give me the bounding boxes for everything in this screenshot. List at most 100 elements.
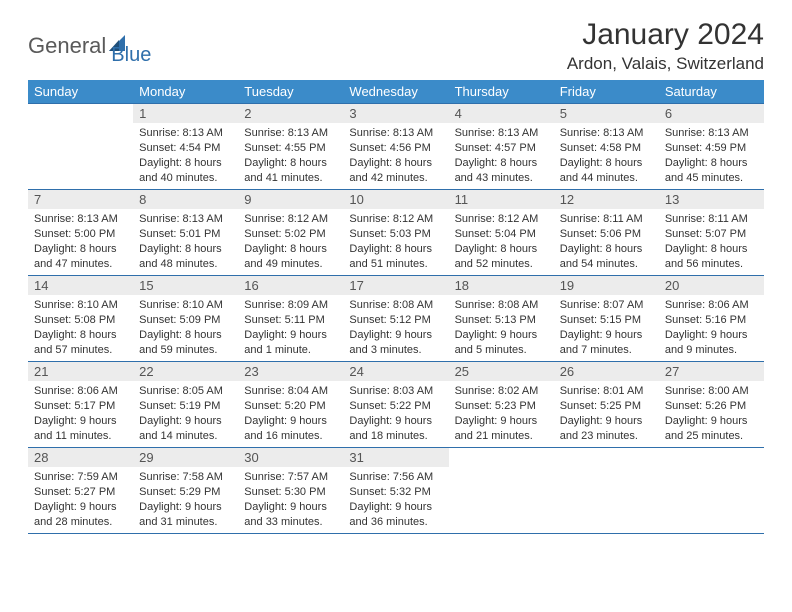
- calendar-cell: 16Sunrise: 8:09 AMSunset: 5:11 PMDayligh…: [238, 276, 343, 362]
- calendar-cell: 18Sunrise: 8:08 AMSunset: 5:13 PMDayligh…: [449, 276, 554, 362]
- day-number: 28: [28, 448, 133, 467]
- day-number: 15: [133, 276, 238, 295]
- day-number: 21: [28, 362, 133, 381]
- daylight-text: Daylight: 8 hours and 56 minutes.: [665, 242, 758, 272]
- sunrise-text: Sunrise: 8:03 AM: [349, 384, 442, 399]
- day-details: Sunrise: 8:10 AMSunset: 5:08 PMDaylight:…: [28, 295, 133, 359]
- calendar-row: 7Sunrise: 8:13 AMSunset: 5:00 PMDaylight…: [28, 190, 764, 276]
- day-details: Sunrise: 8:00 AMSunset: 5:26 PMDaylight:…: [659, 381, 764, 445]
- sunrise-text: Sunrise: 8:13 AM: [244, 126, 337, 141]
- daylight-text: Daylight: 9 hours and 14 minutes.: [139, 414, 232, 444]
- sunrise-text: Sunrise: 8:12 AM: [349, 212, 442, 227]
- day-number: 25: [449, 362, 554, 381]
- sunset-text: Sunset: 5:16 PM: [665, 313, 758, 328]
- calendar-cell: 25Sunrise: 8:02 AMSunset: 5:23 PMDayligh…: [449, 362, 554, 448]
- day-details: Sunrise: 8:07 AMSunset: 5:15 PMDaylight:…: [554, 295, 659, 359]
- calendar-cell: 24 Sunrise: 8:03 AMSunset: 5:22 PMDayligh…: [343, 362, 448, 448]
- day-details: Sunrise: 8:05 AMSunset: 5:19 PMDaylight:…: [133, 381, 238, 445]
- day-details: Sunrise: 8:13 AMSunset: 4:54 PMDaylight:…: [133, 123, 238, 187]
- daylight-text: Daylight: 8 hours and 47 minutes.: [34, 242, 127, 272]
- calendar-cell: 27Sunrise: 8:00 AMSunset: 5:26 PMDayligh…: [659, 362, 764, 448]
- sunset-text: Sunset: 5:13 PM: [455, 313, 548, 328]
- calendar-row: 14Sunrise: 8:10 AMSunset: 5:08 PMDayligh…: [28, 276, 764, 362]
- day-number: 9: [238, 190, 343, 209]
- calendar-cell: 15Sunrise: 8:10 AMSunset: 5:09 PMDayligh…: [133, 276, 238, 362]
- weekday-header: Tuesday: [238, 80, 343, 104]
- day-details: Sunrise: 8:12 AMSunset: 5:04 PMDaylight:…: [449, 209, 554, 273]
- weekday-header: Sunday: [28, 80, 133, 104]
- daylight-text: Daylight: 9 hours and 11 minutes.: [34, 414, 127, 444]
- sunset-text: Sunset: 5:01 PM: [139, 227, 232, 242]
- day-number: 22: [133, 362, 238, 381]
- day-number: 3: [343, 104, 448, 123]
- sunrise-text: Sunrise: 8:10 AM: [139, 298, 232, 313]
- sunset-text: Sunset: 5:22 PM: [349, 399, 442, 414]
- day-number: 27: [659, 362, 764, 381]
- day-details: Sunrise: 8:09 AMSunset: 5:11 PMDaylight:…: [238, 295, 343, 359]
- sunrise-text: Sunrise: 8:13 AM: [139, 126, 232, 141]
- sunset-text: Sunset: 5:29 PM: [139, 485, 232, 500]
- sunrise-text: Sunrise: 8:09 AM: [244, 298, 337, 313]
- day-details: Sunrise: 8:12 AMSunset: 5:02 PMDaylight:…: [238, 209, 343, 273]
- calendar-cell: 7Sunrise: 8:13 AMSunset: 5:00 PMDaylight…: [28, 190, 133, 276]
- daylight-text: Daylight: 9 hours and 16 minutes.: [244, 414, 337, 444]
- weekday-header: Thursday: [449, 80, 554, 104]
- sunset-text: Sunset: 5:00 PM: [34, 227, 127, 242]
- daylight-text: Daylight: 9 hours and 36 minutes.: [349, 500, 442, 530]
- day-number: 14: [28, 276, 133, 295]
- day-details: Sunrise: 8:13 AMSunset: 4:59 PMDaylight:…: [659, 123, 764, 187]
- calendar-row: 28Sunrise: 7:59 AMSunset: 5:27 PMDayligh…: [28, 448, 764, 534]
- day-details: Sunrise: 8:08 AMSunset: 5:12 PMDaylight:…: [343, 295, 448, 359]
- day-number: 5: [554, 104, 659, 123]
- sunrise-text: Sunrise: 8:11 AM: [665, 212, 758, 227]
- daylight-text: Daylight: 8 hours and 40 minutes.: [139, 156, 232, 186]
- sunset-text: Sunset: 5:03 PM: [349, 227, 442, 242]
- daylight-text: Daylight: 8 hours and 49 minutes.: [244, 242, 337, 272]
- sunset-text: Sunset: 4:57 PM: [455, 141, 548, 156]
- daylight-text: Daylight: 8 hours and 45 minutes.: [665, 156, 758, 186]
- day-number: 24: [343, 362, 448, 381]
- calendar-cell: 6Sunrise: 8:13 AMSunset: 4:59 PMDaylight…: [659, 104, 764, 190]
- daylight-text: Daylight: 8 hours and 48 minutes.: [139, 242, 232, 272]
- daylight-text: Daylight: 8 hours and 54 minutes.: [560, 242, 653, 272]
- logo-text-general: General: [28, 33, 106, 59]
- sunrise-text: Sunrise: 8:00 AM: [665, 384, 758, 399]
- calendar-cell: 26Sunrise: 8:01 AMSunset: 5:25 PMDayligh…: [554, 362, 659, 448]
- logo-text-blue: Blue: [111, 24, 151, 67]
- sunset-text: Sunset: 4:59 PM: [665, 141, 758, 156]
- daylight-text: Daylight: 8 hours and 57 minutes.: [34, 328, 127, 358]
- sunrise-text: Sunrise: 7:58 AM: [139, 470, 232, 485]
- daylight-text: Daylight: 8 hours and 41 minutes.: [244, 156, 337, 186]
- sunset-text: Sunset: 5:07 PM: [665, 227, 758, 242]
- calendar-cell: 12Sunrise: 8:11 AMSunset: 5:06 PMDayligh…: [554, 190, 659, 276]
- sunset-text: Sunset: 4:54 PM: [139, 141, 232, 156]
- calendar-body: 1Sunrise: 8:13 AMSunset: 4:54 PMDaylight…: [28, 104, 764, 534]
- calendar-cell: 3Sunrise: 8:13 AMSunset: 4:56 PMDaylight…: [343, 104, 448, 190]
- daylight-text: Daylight: 9 hours and 21 minutes.: [455, 414, 548, 444]
- calendar-row: 21Sunrise: 8:06 AMSunset: 5:17 PMDayligh…: [28, 362, 764, 448]
- calendar-cell: 4Sunrise: 8:13 AMSunset: 4:57 PMDaylight…: [449, 104, 554, 190]
- day-details: Sunrise: 8:10 AMSunset: 5:09 PMDaylight:…: [133, 295, 238, 359]
- logo: General Blue: [28, 18, 151, 67]
- calendar-cell: 31Sunrise: 7:56 AMSunset: 5:32 PMDayligh…: [343, 448, 448, 534]
- calendar-table: Sunday Monday Tuesday Wednesday Thursday…: [28, 80, 764, 534]
- calendar-cell: 14Sunrise: 8:10 AMSunset: 5:08 PMDayligh…: [28, 276, 133, 362]
- calendar-cell: 11Sunrise: 8:12 AMSunset: 5:04 PMDayligh…: [449, 190, 554, 276]
- day-number: 2: [238, 104, 343, 123]
- calendar-cell: [554, 448, 659, 534]
- weekday-header: Friday: [554, 80, 659, 104]
- daylight-text: Daylight: 9 hours and 9 minutes.: [665, 328, 758, 358]
- daylight-text: Daylight: 8 hours and 59 minutes.: [139, 328, 232, 358]
- sunrise-text: Sunrise: 8:04 AM: [244, 384, 337, 399]
- sunset-text: Sunset: 5:19 PM: [139, 399, 232, 414]
- daylight-text: Daylight: 9 hours and 18 minutes.: [349, 414, 442, 444]
- sunrise-text: Sunrise: 8:07 AM: [560, 298, 653, 313]
- day-details: Sunrise: 8:11 AMSunset: 5:07 PMDaylight:…: [659, 209, 764, 273]
- sunrise-text: Sunrise: 8:13 AM: [665, 126, 758, 141]
- calendar-cell: 22Sunrise: 8:05 AMSunset: 5:19 PMDayligh…: [133, 362, 238, 448]
- day-number: 23: [238, 362, 343, 381]
- calendar-row: 1Sunrise: 8:13 AMSunset: 4:54 PMDaylight…: [28, 104, 764, 190]
- calendar-cell: 1Sunrise: 8:13 AMSunset: 4:54 PMDaylight…: [133, 104, 238, 190]
- calendar-cell: 13Sunrise: 8:11 AMSunset: 5:07 PMDayligh…: [659, 190, 764, 276]
- sunset-text: Sunset: 5:20 PM: [244, 399, 337, 414]
